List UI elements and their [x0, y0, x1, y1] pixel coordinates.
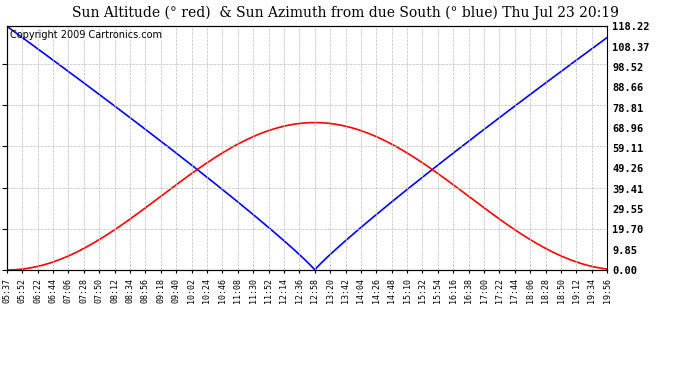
- Text: Copyright 2009 Cartronics.com: Copyright 2009 Cartronics.com: [10, 30, 162, 40]
- Text: Sun Altitude (° red)  & Sun Azimuth from due South (° blue) Thu Jul 23 20:19: Sun Altitude (° red) & Sun Azimuth from …: [72, 6, 618, 20]
